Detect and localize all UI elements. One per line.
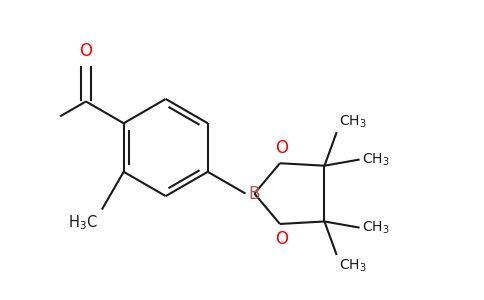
Text: B: B xyxy=(248,184,259,202)
Text: O: O xyxy=(275,230,288,248)
Text: O: O xyxy=(275,139,288,157)
Text: O: O xyxy=(79,42,92,60)
Text: CH$_3$: CH$_3$ xyxy=(362,151,390,168)
Text: CH$_3$: CH$_3$ xyxy=(339,257,367,274)
Text: H$_3$C: H$_3$C xyxy=(68,214,98,232)
Text: CH$_3$: CH$_3$ xyxy=(339,113,367,130)
Text: CH$_3$: CH$_3$ xyxy=(362,220,390,236)
